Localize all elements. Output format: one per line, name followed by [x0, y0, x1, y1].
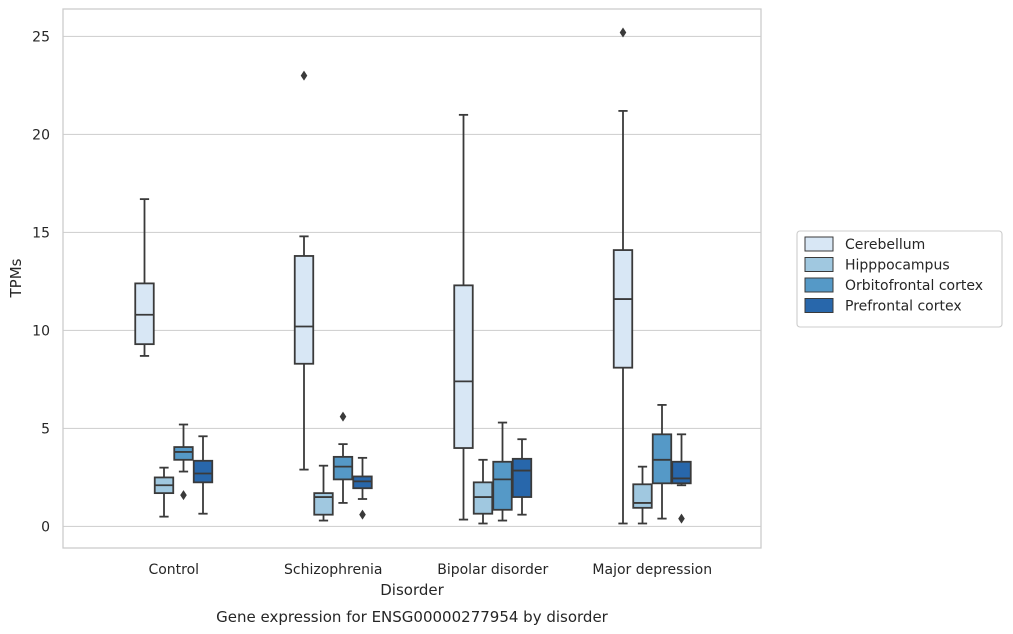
box-iqr: [651, 433, 673, 485]
box-iqr: [313, 492, 334, 516]
legend-label: Orbitofrontal cortex: [845, 278, 983, 294]
box-iqr: [332, 455, 354, 481]
x-tick-labels: Control Schizophrenia Bipolar disorder Majo…: [148, 562, 712, 578]
box-orbitofrontal-cortex-schizophrenia: [332, 411, 354, 504]
legend-swatch: [804, 257, 834, 272]
outlier-point: [300, 70, 308, 81]
box-iqr: [453, 284, 474, 449]
box-iqr: [492, 460, 513, 511]
box-iqr: [511, 457, 533, 498]
box-prefrontal-cortex-control: [192, 435, 214, 515]
legend-label: Cerebellum: [845, 237, 925, 253]
box-cerebellum-bipolar-disorder: [453, 113, 474, 521]
plot-frame: [62, 8, 762, 549]
box-iqr: [352, 475, 373, 490]
box-iqr: [134, 282, 155, 346]
box-hipppocampus-schizophrenia: [313, 464, 334, 522]
y-tick-label: 10: [32, 323, 50, 339]
y-tick-label: 15: [32, 225, 50, 241]
x-tick-label: Schizophrenia: [284, 562, 382, 578]
outlier-point: [619, 27, 627, 38]
box-iqr: [671, 460, 692, 485]
box-iqr: [192, 459, 214, 484]
outlier-point: [359, 509, 366, 520]
box-iqr: [293, 255, 315, 365]
legend-frame: [796, 230, 1003, 328]
outlier-point: [339, 411, 347, 422]
y-tick-label: 25: [32, 29, 50, 45]
outlier-point: [180, 490, 187, 501]
box-cerebellum-schizophrenia: [293, 70, 315, 471]
box-iqr: [632, 483, 653, 509]
y-axis-label: TPMs: [7, 258, 25, 298]
outlier-point: [678, 513, 685, 524]
box-orbitofrontal-cortex-control: [173, 423, 194, 501]
y-tick-label: 5: [41, 421, 50, 437]
box-prefrontal-cortex-schizophrenia: [352, 456, 373, 520]
figure-caption: Gene expression for ENSG00000277954 by d…: [216, 608, 609, 626]
x-tick-label: Bipolar disorder: [437, 562, 548, 578]
y-tick-label: 0: [41, 519, 50, 535]
legend-label: Prefrontal cortex: [845, 299, 962, 315]
box-hipppocampus-control: [153, 466, 175, 518]
box-hipppocampus-bipolar-disorder: [472, 458, 494, 525]
box-cerebellum-control: [134, 198, 155, 357]
y-tick-labels: 0 5 10 15 20 25: [32, 29, 50, 535]
legend-swatch: [804, 298, 834, 313]
box-prefrontal-cortex-major-depression: [671, 433, 692, 524]
box-cerebellum-major-depression: [612, 27, 634, 525]
legend: Cerebellum Hipppocampus Orbitofrontal cort…: [796, 230, 1003, 328]
box-hipppocampus-major-depression: [632, 465, 653, 525]
x-tick-label: Major depression: [592, 562, 712, 578]
box-iqr: [173, 446, 194, 461]
x-axis-label: Disorder: [380, 581, 444, 599]
box-orbitofrontal-cortex-major-depression: [651, 404, 673, 520]
y-tick-label: 20: [32, 127, 50, 143]
box-orbitofrontal-cortex-bipolar-disorder: [492, 421, 513, 522]
boxes-layer: [134, 27, 692, 525]
legend-swatch: [804, 277, 834, 293]
x-tick-label: Control: [148, 562, 199, 578]
gridlines: [63, 35, 761, 527]
box-iqr: [612, 249, 634, 369]
legend-swatch: [804, 236, 834, 252]
box-prefrontal-cortex-bipolar-disorder: [511, 438, 533, 516]
legend-label: Hipppocampus: [845, 258, 950, 274]
box-iqr: [472, 481, 494, 515]
